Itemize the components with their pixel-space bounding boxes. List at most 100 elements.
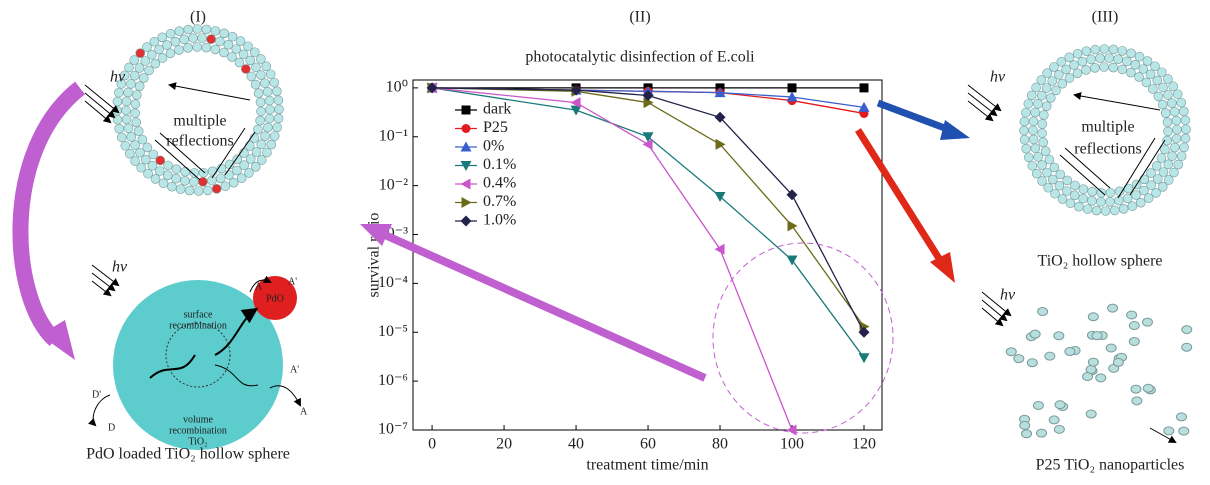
- nanoparticle: [1037, 307, 1049, 317]
- bead: [260, 78, 270, 88]
- plot-frame: [412, 79, 883, 431]
- bead: [1148, 84, 1158, 94]
- bead: [120, 140, 131, 151]
- bead: [1117, 64, 1128, 75]
- bead: [189, 177, 199, 187]
- bead: [1153, 91, 1164, 102]
- bead: [180, 175, 190, 186]
- bead: [1170, 142, 1180, 153]
- bead: [1171, 115, 1182, 126]
- arrow: [87, 394, 111, 427]
- bead: [1091, 205, 1102, 216]
- bead: [273, 95, 284, 106]
- nanoparticle: [1112, 357, 1124, 367]
- bead: [274, 104, 284, 115]
- bead: [192, 42, 202, 52]
- bead: [269, 131, 280, 141]
- x-tick-label: 60: [640, 436, 656, 453]
- label: multiple: [1081, 119, 1134, 136]
- bead: [1167, 151, 1177, 161]
- bead: [1033, 152, 1043, 162]
- bead: [183, 43, 193, 53]
- bead: [1123, 183, 1134, 194]
- bead: [1038, 137, 1049, 148]
- bead: [174, 26, 185, 36]
- arrow: [855, 128, 943, 262]
- legend-marker: [460, 178, 471, 190]
- nanoparticle: [1107, 303, 1119, 313]
- bead: [123, 87, 133, 98]
- bead: [251, 62, 261, 73]
- marker: [714, 111, 726, 123]
- chart-title: photocatalytic disinfection of E.coli: [525, 49, 755, 66]
- bead: [1045, 93, 1056, 103]
- bead: [1180, 133, 1191, 144]
- bead: [1160, 108, 1171, 118]
- bead: [228, 177, 239, 188]
- bead: [1141, 77, 1152, 88]
- bead: [256, 155, 267, 165]
- bead: [1041, 101, 1052, 112]
- bead: [1021, 107, 1031, 118]
- bead: [1027, 160, 1038, 171]
- bead: [149, 36, 160, 47]
- y-tick-label: 10⁰: [386, 79, 408, 96]
- path: [214, 364, 259, 387]
- series-line: [432, 87, 865, 333]
- marker: [570, 105, 582, 116]
- marker: [787, 83, 797, 93]
- bead: [1172, 89, 1183, 100]
- bead: [1108, 44, 1119, 55]
- arrow-head: [360, 224, 392, 246]
- bead: [263, 122, 273, 133]
- bead: [1126, 67, 1136, 78]
- bead: [1096, 197, 1106, 207]
- bead: [1163, 159, 1174, 170]
- bead: [134, 81, 145, 92]
- bead: [180, 166, 190, 177]
- nanoparticle: [1085, 364, 1097, 374]
- x-tick-label: 100: [780, 436, 804, 453]
- dash-ring: [165, 322, 231, 388]
- bead: [1054, 180, 1065, 191]
- bead: [1145, 69, 1156, 80]
- bead: [219, 47, 229, 58]
- bead: [245, 154, 256, 164]
- caption: PdO loaded TiO₂ hollow sphere: [86, 446, 290, 463]
- bead: [1037, 128, 1047, 139]
- bead: [1151, 161, 1162, 171]
- bead: [250, 162, 261, 172]
- label: recombination: [169, 320, 227, 331]
- bead: [147, 160, 158, 171]
- bead: [1087, 195, 1097, 206]
- marker: [787, 220, 798, 232]
- marker: [715, 138, 726, 150]
- bead: [1167, 98, 1177, 108]
- bead: [264, 95, 275, 106]
- bead: [147, 49, 157, 60]
- bead: [114, 123, 124, 134]
- bead: [234, 57, 245, 68]
- bead: [1028, 125, 1038, 136]
- nanoparticle: [1026, 358, 1038, 368]
- bead: [1087, 186, 1097, 197]
- hv: hv: [110, 69, 126, 86]
- bead: [231, 44, 242, 54]
- bead: [1105, 187, 1116, 198]
- bead: [130, 156, 140, 166]
- bead: [261, 61, 272, 72]
- bead: [135, 48, 146, 58]
- bead: [1143, 193, 1154, 204]
- bead: [1072, 48, 1083, 59]
- bead: [266, 139, 277, 150]
- x-tick-label: 40: [568, 436, 584, 453]
- bead: [215, 36, 225, 47]
- bead: [239, 160, 249, 171]
- bead: [1081, 65, 1091, 75]
- legend-label: P25: [483, 119, 508, 136]
- bead: [1031, 168, 1042, 179]
- y-tick-label: 10⁻⁵: [378, 323, 408, 340]
- bead: [1064, 52, 1075, 63]
- bead: [1162, 135, 1172, 146]
- bead: [137, 134, 148, 145]
